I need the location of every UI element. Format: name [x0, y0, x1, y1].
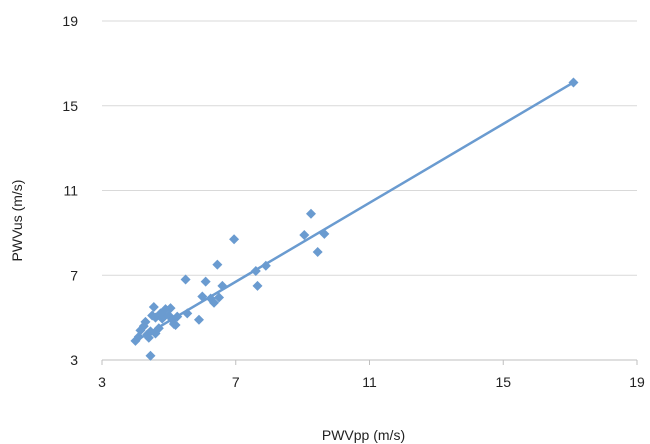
data-point — [145, 350, 156, 361]
data-point — [229, 234, 240, 245]
x-tick-label-11: 11 — [362, 374, 377, 390]
x-tick-label-7: 7 — [232, 374, 240, 390]
gridlines — [102, 20, 637, 276]
data-point — [197, 291, 208, 302]
y-tick-label-19: 19 — [62, 13, 78, 29]
data-point — [568, 77, 579, 88]
x-axis-tick-labels: 3 7 11 15 19 — [98, 374, 645, 390]
x-tick-label-3: 3 — [98, 374, 106, 390]
data-point — [182, 308, 193, 319]
data-point — [217, 280, 228, 291]
data-point — [148, 302, 159, 313]
data-points — [130, 77, 579, 361]
x-tick-label-15: 15 — [495, 374, 511, 390]
trendline — [134, 81, 575, 343]
x-axis-title: PWVpp (m/s) — [322, 427, 405, 443]
y-tick-label-11: 11 — [63, 183, 78, 199]
data-point — [260, 260, 271, 271]
data-point — [319, 228, 330, 239]
data-point — [165, 303, 176, 314]
y-tick-label-15: 15 — [62, 98, 78, 114]
data-point — [312, 246, 323, 257]
data-point — [170, 320, 181, 331]
data-point — [209, 297, 220, 308]
data-point — [250, 266, 261, 277]
data-point — [212, 259, 223, 270]
data-point — [172, 311, 183, 322]
x-tick-label-19: 19 — [629, 374, 645, 390]
data-point — [252, 280, 263, 291]
data-point — [140, 316, 151, 327]
y-tick-label-3: 3 — [70, 352, 78, 368]
data-point — [299, 229, 310, 240]
data-point — [193, 314, 204, 325]
data-point — [305, 208, 316, 219]
data-point — [180, 274, 191, 285]
data-point — [153, 323, 164, 334]
trendline-group — [134, 81, 575, 343]
x-axis — [101, 359, 638, 365]
y-tick-label-7: 7 — [70, 267, 78, 283]
y-axis-tick-labels: 3 7 11 15 19 — [62, 13, 78, 368]
data-point — [214, 292, 225, 303]
y-axis-title: PWVus (m/s) — [9, 180, 25, 262]
data-point — [200, 276, 211, 287]
